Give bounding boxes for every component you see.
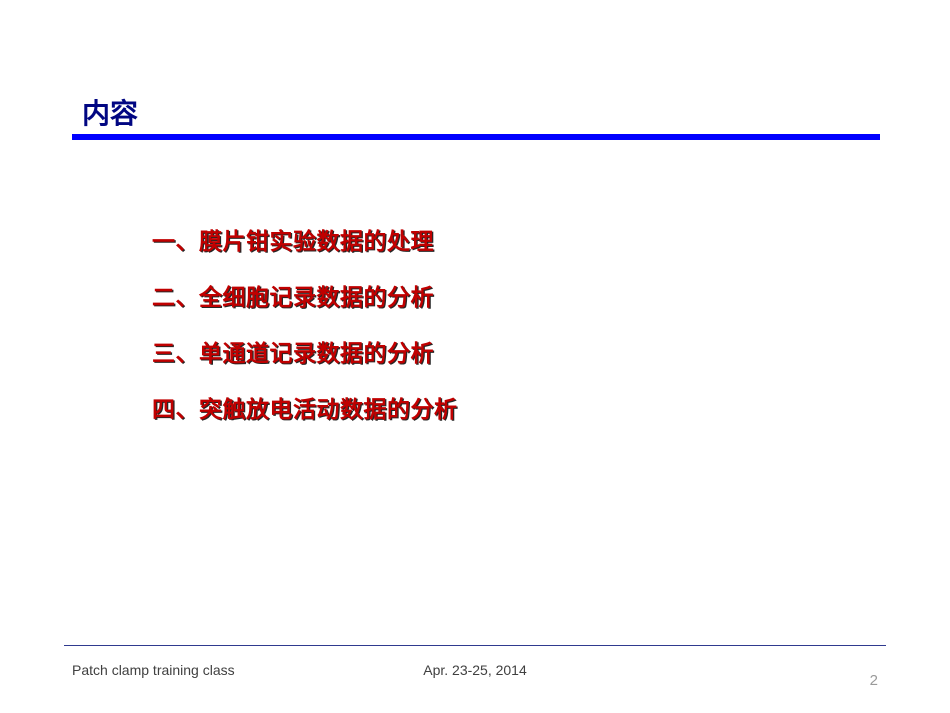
list-item: 三、单通道记录数据的分析	[152, 334, 458, 368]
title-rule	[72, 134, 880, 140]
list-item: 二、全细胞记录数据的分析	[152, 278, 458, 312]
list-item: 四、突触放电活动数据的分析	[152, 390, 458, 424]
footer-rule	[64, 645, 886, 646]
list-item: 一、膜片钳实验数据的处理	[152, 222, 458, 256]
slide: 内容 一、膜片钳实验数据的处理 二、全细胞记录数据的分析 三、单通道记录数据的分…	[0, 0, 950, 713]
content-list: 一、膜片钳实验数据的处理 二、全细胞记录数据的分析 三、单通道记录数据的分析 四…	[152, 222, 458, 424]
page-number: 2	[870, 672, 878, 689]
footer-center: Apr. 23-25, 2014	[0, 662, 950, 678]
slide-title: 内容	[82, 92, 138, 132]
